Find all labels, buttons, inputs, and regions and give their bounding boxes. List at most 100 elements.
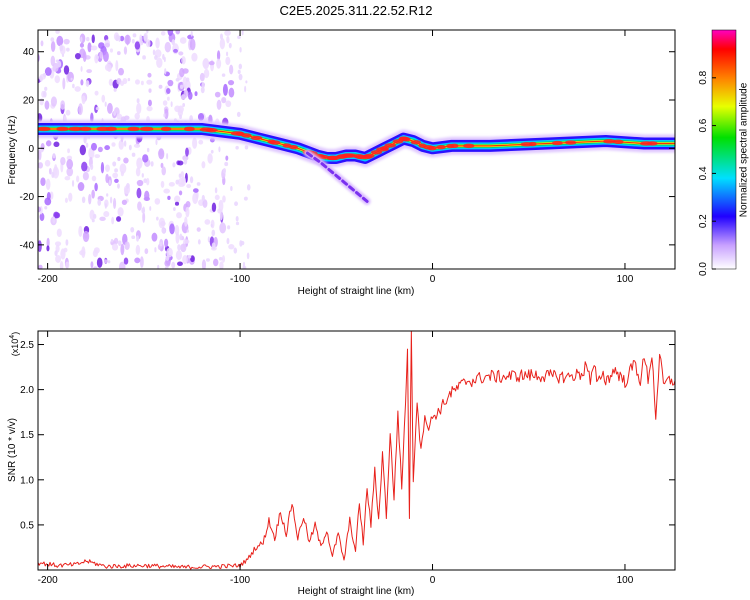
scatter-blob bbox=[55, 254, 62, 263]
ridge-hotspot bbox=[230, 131, 244, 136]
scatter-blob bbox=[192, 137, 198, 149]
scatter-haze-dot bbox=[185, 77, 190, 82]
ridge-hotspot bbox=[326, 155, 338, 161]
scatter-haze-dot bbox=[152, 49, 156, 56]
scatter-blob bbox=[148, 88, 152, 93]
ridge-hotspot bbox=[241, 133, 252, 138]
scatter-blob bbox=[63, 38, 70, 45]
scatter-blob bbox=[174, 195, 181, 204]
scatter-blob bbox=[105, 164, 110, 172]
scatter-blob bbox=[79, 144, 87, 156]
colorbar-tick-label: 0.4 bbox=[698, 166, 709, 180]
scatter-blob bbox=[39, 98, 44, 106]
scatter-blob bbox=[66, 167, 74, 177]
scatter-blob bbox=[123, 157, 129, 164]
scatter-blob bbox=[147, 72, 152, 78]
scatter-blob bbox=[136, 157, 143, 169]
scatter-blob bbox=[136, 179, 144, 187]
scatter-blob bbox=[216, 50, 221, 61]
scatter-blob bbox=[219, 38, 226, 50]
scatter-blob bbox=[123, 46, 128, 55]
scatter-haze-dot bbox=[163, 56, 166, 63]
scatter-blob bbox=[112, 172, 119, 179]
scatter-blob bbox=[165, 88, 171, 94]
scatter-haze-dot bbox=[235, 145, 239, 150]
scatter-blob bbox=[90, 142, 98, 151]
scatter-blob bbox=[198, 139, 204, 145]
scatter-blob bbox=[104, 145, 111, 151]
scatter-blob bbox=[224, 30, 231, 36]
scatter-haze-dot bbox=[221, 73, 226, 77]
ridge-hotspot bbox=[38, 126, 51, 132]
colorbar-gradient bbox=[711, 29, 737, 270]
scatter-blob bbox=[133, 143, 141, 148]
scatter-blob bbox=[88, 147, 95, 160]
scatter-haze-dot bbox=[238, 73, 243, 81]
scatter-blob bbox=[82, 171, 89, 181]
scatter-blob bbox=[142, 211, 146, 223]
scatter-blob bbox=[229, 64, 234, 75]
scatter-haze-dot bbox=[95, 106, 100, 111]
scatter-blob bbox=[60, 100, 66, 110]
scatter-blob bbox=[216, 99, 222, 110]
scatter-haze-dot bbox=[113, 110, 117, 117]
scatter-blob bbox=[99, 51, 104, 59]
ridge-hotspot bbox=[199, 127, 214, 132]
scatter-blob bbox=[64, 175, 71, 181]
scatter-blob bbox=[120, 81, 125, 86]
scatter-blob bbox=[207, 153, 213, 164]
scatter-haze-dot bbox=[186, 229, 190, 233]
scatter-haze-dot bbox=[113, 88, 117, 92]
scatter-blob bbox=[136, 102, 142, 115]
scatter-blob bbox=[146, 177, 150, 186]
scatter-blob bbox=[77, 182, 85, 192]
scatter-haze-dot bbox=[210, 223, 213, 228]
scatter-blob bbox=[94, 154, 101, 159]
scatter-haze-dot bbox=[65, 239, 69, 246]
scatter-blob bbox=[113, 197, 117, 209]
scatter-blob bbox=[219, 209, 223, 221]
scatter-haze-dot bbox=[149, 206, 152, 211]
spectrogram-y-tick-label: 40 bbox=[23, 47, 35, 58]
scatter-haze-dot bbox=[244, 85, 247, 93]
snr-y-tick-label: 0.5 bbox=[20, 520, 34, 531]
scatter-blob bbox=[38, 53, 40, 63]
scatter-blob bbox=[202, 58, 210, 70]
scatter-blob bbox=[54, 75, 60, 84]
scatter-haze-dot bbox=[44, 86, 48, 91]
colorbar-tick-label: 0.8 bbox=[698, 70, 709, 84]
scatter-haze-dot bbox=[85, 80, 90, 87]
scatter-blob bbox=[211, 202, 217, 212]
scatter-blob bbox=[144, 248, 149, 255]
scatter-haze-dot bbox=[226, 51, 229, 57]
ridge-hotspot bbox=[160, 126, 172, 132]
scatter-blob bbox=[66, 158, 74, 170]
scatter-blob bbox=[39, 212, 45, 222]
scatter-haze-dot bbox=[127, 77, 131, 82]
scatter-blob bbox=[45, 140, 52, 147]
scatter-haze-dot bbox=[187, 254, 192, 259]
scatter-haze-dot bbox=[54, 250, 58, 257]
scatter-blob bbox=[144, 190, 150, 201]
scatter-haze-dot bbox=[115, 34, 119, 42]
ridge-hotspot bbox=[343, 153, 357, 158]
scatter-blob bbox=[81, 246, 86, 259]
scatter-blob bbox=[147, 99, 152, 107]
scatter-blob bbox=[135, 244, 141, 255]
scatter-haze-dot bbox=[109, 196, 113, 204]
ridge-hotspot bbox=[361, 154, 373, 160]
scatter-blob bbox=[86, 69, 92, 74]
scatter-blob bbox=[111, 243, 119, 251]
scatter-blob bbox=[78, 225, 83, 237]
scatter-haze-dot bbox=[142, 206, 145, 214]
ridge-hotspot bbox=[282, 143, 292, 148]
scatter-haze-dot bbox=[175, 77, 180, 82]
scatter-haze-dot bbox=[196, 182, 201, 186]
snr-series-line bbox=[38, 331, 675, 570]
scatter-blob bbox=[173, 48, 178, 53]
scatter-haze-dot bbox=[131, 39, 135, 44]
scatter-blob bbox=[134, 79, 140, 85]
scatter-blob bbox=[53, 211, 60, 219]
scatter-blob bbox=[101, 94, 106, 103]
scatter-haze-dot bbox=[95, 55, 99, 60]
